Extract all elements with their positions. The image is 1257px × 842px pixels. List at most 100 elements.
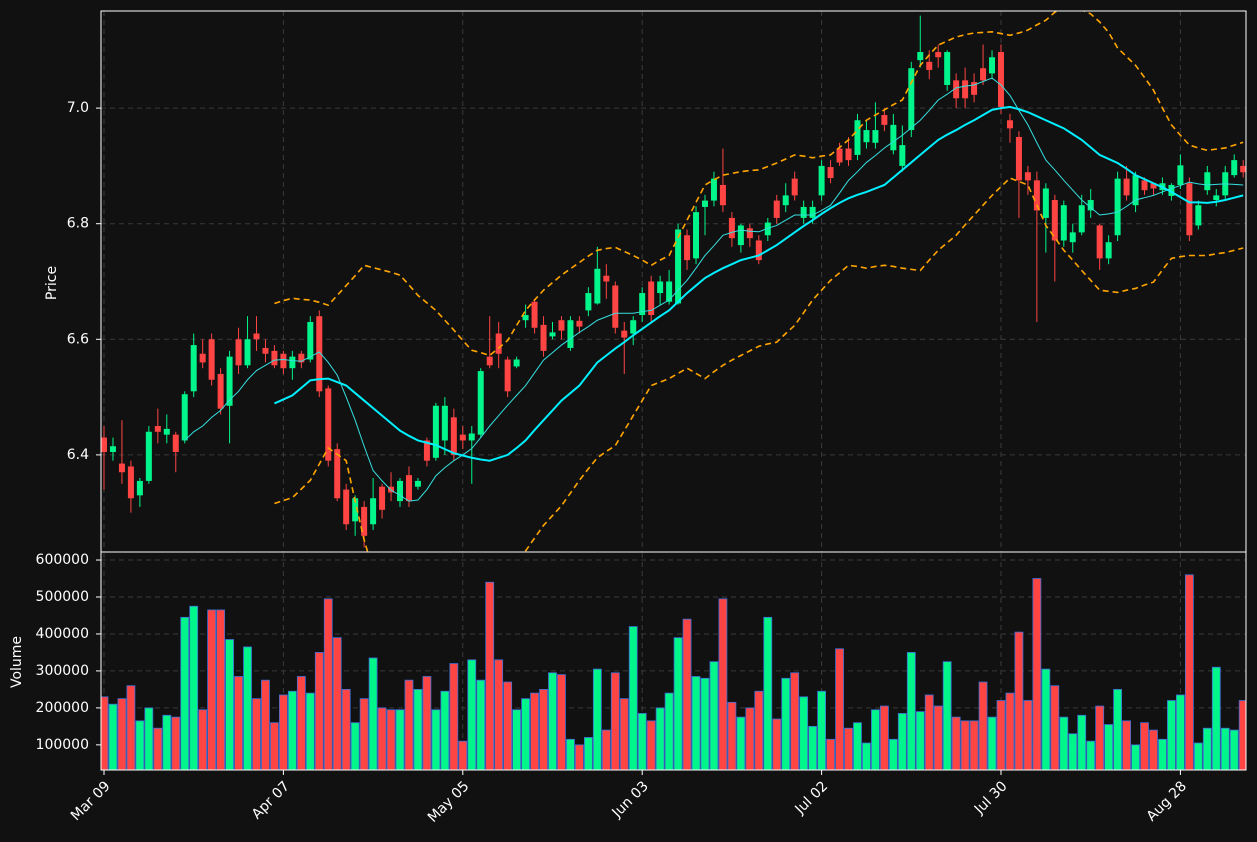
grid-layer [101,11,1246,770]
volume-bar [637,713,647,770]
volume-tick-label: 600000 [36,552,89,568]
candle-body [585,293,592,311]
volume-bar [153,727,163,770]
candle-body [397,480,404,502]
candle-body [935,52,942,58]
volume-bar [1113,689,1123,770]
candle-body [845,148,852,161]
candle-body [1231,160,1238,176]
volume-bar [341,689,351,770]
candle-body [594,268,601,304]
x-tick-label: Jul 02 [792,778,832,818]
candle-body [728,217,735,239]
candle-body [370,498,377,525]
volume-bar [817,690,826,770]
volume-bar [745,707,755,770]
candle-body [755,240,762,261]
candle-body [244,339,251,366]
candle-body [307,321,314,360]
candle-body [513,359,520,367]
volume-bar [1086,740,1096,770]
volume-bar [1176,694,1185,770]
volume-frame [100,551,1247,771]
volume-bar [431,709,441,770]
volume-bar [1095,705,1105,770]
candle-body [1033,180,1040,211]
volume-bar [323,598,333,770]
candle-body [127,466,134,499]
candle-body [325,388,332,461]
candle-body [477,371,484,435]
candle-body [1015,137,1022,181]
volume-bar [557,674,566,770]
candle-body [684,235,691,261]
x-tick-label: Jul 30 [971,778,1011,818]
volume-bar [243,646,252,770]
volume-bar [207,609,217,770]
volume-bar [180,616,190,770]
volume-bar [1068,733,1078,770]
volume-bar [709,661,719,770]
candle-body [109,446,116,453]
candle-body [827,167,834,179]
candle-body [639,293,646,316]
candle-body [495,333,502,354]
candle-body [531,301,538,328]
y-tick-label: 6.4 [67,447,89,463]
volume-bar [628,626,638,770]
candle-body [648,281,655,316]
volume-bar [287,690,297,770]
indicator-line [184,77,1244,502]
candle-body [172,434,179,453]
volume-bar [1140,722,1149,770]
candle-body [522,315,529,321]
volume-bar [512,709,522,770]
volume-bar [1077,714,1087,770]
volume-tick-label: 200000 [36,700,89,716]
volume-bar [1131,744,1140,770]
candle-body [746,228,753,239]
candle-body [567,320,574,348]
candle-body [809,206,816,218]
volume-bar [422,676,432,770]
volume-bar [449,663,459,770]
volume-bar [117,698,127,770]
candle-body [1141,180,1148,191]
candle-body [701,200,708,207]
volume-bar [996,700,1006,770]
candle-body [504,359,511,392]
candle-body [432,405,439,458]
y-tick-label: 7.0 [67,100,89,116]
candle-body [154,425,161,432]
candle-body [1150,183,1157,189]
volume-bar [1104,724,1114,770]
price-panel [101,11,1246,552]
candle-body [908,68,915,131]
candle-body [603,275,610,282]
candle-body [486,356,493,366]
volume-bar [198,709,208,770]
indicator-line [274,177,1244,552]
candle-body [962,80,969,99]
candle-body [854,120,861,155]
candle-body [881,115,888,125]
volume-bar [1023,700,1033,770]
volume-bar [691,676,701,770]
candle-body [450,417,457,455]
candle-body [289,356,296,369]
volume-bar [1041,668,1051,770]
x-tick-label: Jun 03 [609,778,652,821]
candle-body [1060,205,1067,241]
volume-bar [763,616,773,770]
volume-bar [1005,692,1015,770]
candle-body [558,320,565,331]
candle-body [280,353,287,369]
candle-body [316,316,323,392]
volume-bar [440,690,450,770]
volume-bar [987,716,997,770]
candle-body [199,353,206,363]
volume-bar [521,698,530,770]
volume-bar [1238,700,1246,770]
candle-body [1087,200,1094,211]
